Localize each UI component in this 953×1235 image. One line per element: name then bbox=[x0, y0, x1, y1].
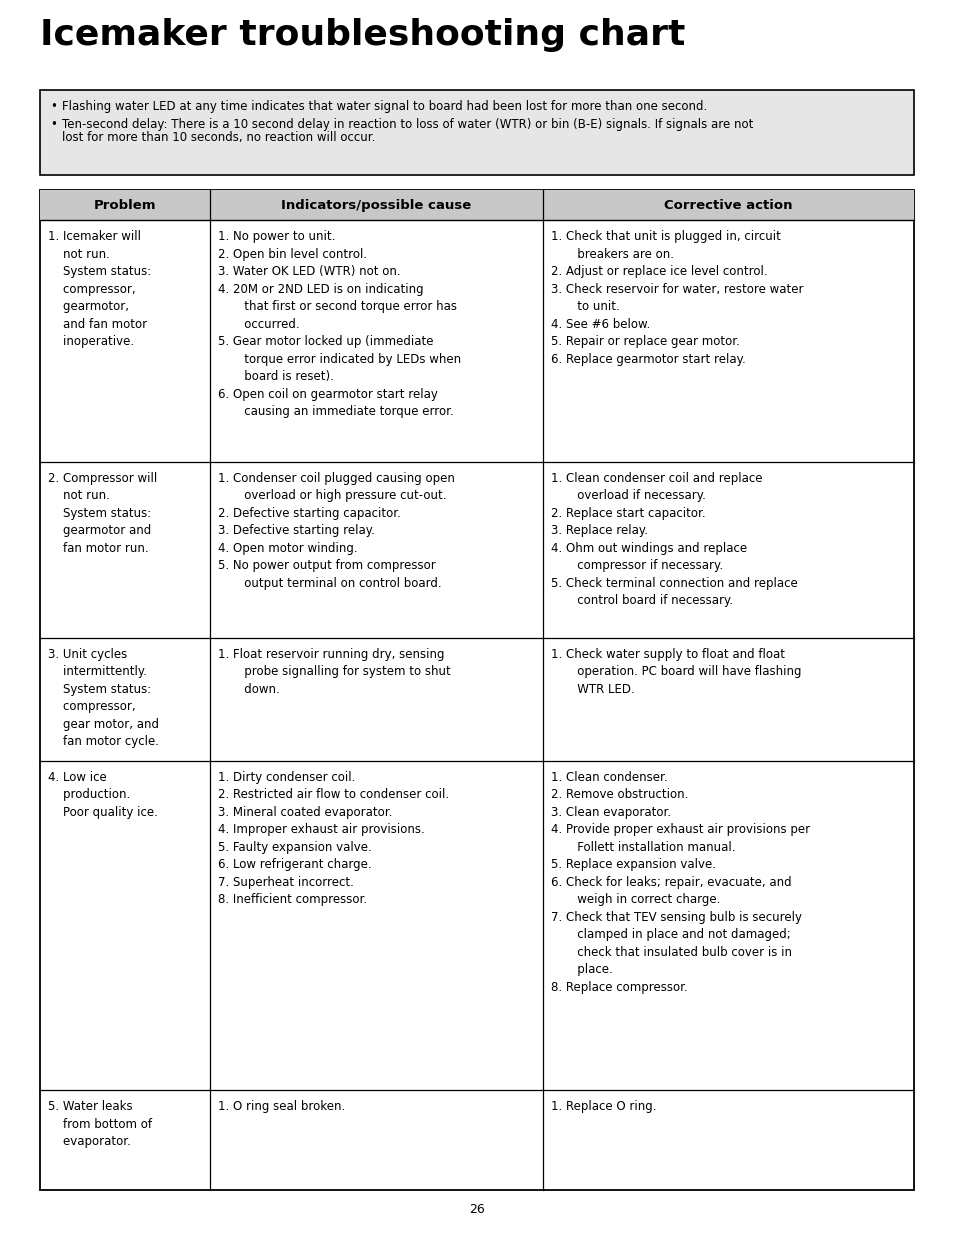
Text: Corrective action: Corrective action bbox=[663, 199, 792, 211]
Text: 4. Low ice
    production.
    Poor quality ice.: 4. Low ice production. Poor quality ice. bbox=[48, 771, 157, 819]
Text: •: • bbox=[50, 100, 57, 112]
Text: 1. Icemaker will
    not run.
    System status:
    compressor,
    gearmotor,
: 1. Icemaker will not run. System status:… bbox=[48, 230, 152, 348]
Bar bbox=[40, 190, 913, 220]
Text: Ten-second delay: There is a 10 second delay in reaction to loss of water (WTR) : Ten-second delay: There is a 10 second d… bbox=[62, 117, 753, 131]
Text: lost for more than 10 seconds, no reaction will occur.: lost for more than 10 seconds, no reacti… bbox=[62, 131, 375, 144]
Text: 3. Unit cycles
    intermittently.
    System status:
    compressor,
    gear m: 3. Unit cycles intermittently. System st… bbox=[48, 648, 159, 748]
Text: 26: 26 bbox=[469, 1203, 484, 1216]
Text: 1. No power to unit.
2. Open bin level control.
3. Water OK LED (WTR) not on.
4.: 1. No power to unit. 2. Open bin level c… bbox=[218, 230, 461, 417]
Bar bbox=[40, 190, 913, 1191]
Text: 1. Clean condenser coil and replace
       overload if necessary.
2. Replace sta: 1. Clean condenser coil and replace over… bbox=[550, 472, 797, 608]
Text: •: • bbox=[50, 117, 57, 131]
Text: Icemaker troubleshooting chart: Icemaker troubleshooting chart bbox=[40, 19, 684, 52]
Text: 1. Dirty condenser coil.
2. Restricted air flow to condenser coil.
3. Mineral co: 1. Dirty condenser coil. 2. Restricted a… bbox=[218, 771, 449, 906]
Text: Indicators/possible cause: Indicators/possible cause bbox=[281, 199, 471, 211]
Text: Problem: Problem bbox=[93, 199, 156, 211]
Text: 1. Check water supply to float and float
       operation. PC board will have fl: 1. Check water supply to float and float… bbox=[550, 648, 801, 695]
Text: 5. Water leaks
    from bottom of
    evaporator.: 5. Water leaks from bottom of evaporator… bbox=[48, 1100, 152, 1149]
Bar bbox=[40, 90, 913, 175]
Text: 1. Check that unit is plugged in, circuit
       breakers are on.
2. Adjust or r: 1. Check that unit is plugged in, circui… bbox=[550, 230, 802, 366]
Text: 1. O ring seal broken.: 1. O ring seal broken. bbox=[218, 1100, 345, 1113]
Text: 1. Float reservoir running dry, sensing
       probe signalling for system to sh: 1. Float reservoir running dry, sensing … bbox=[218, 648, 451, 695]
Text: 1. Condenser coil plugged causing open
       overload or high pressure cut-out.: 1. Condenser coil plugged causing open o… bbox=[218, 472, 455, 589]
Text: 2. Compressor will
    not run.
    System status:
    gearmotor and
    fan mot: 2. Compressor will not run. System statu… bbox=[48, 472, 157, 555]
Text: Flashing water LED at any time indicates that water signal to board had been los: Flashing water LED at any time indicates… bbox=[62, 100, 706, 112]
Text: 1. Clean condenser.
2. Remove obstruction.
3. Clean evaporator.
4. Provide prope: 1. Clean condenser. 2. Remove obstructio… bbox=[550, 771, 809, 994]
Text: 1. Replace O ring.: 1. Replace O ring. bbox=[550, 1100, 656, 1113]
